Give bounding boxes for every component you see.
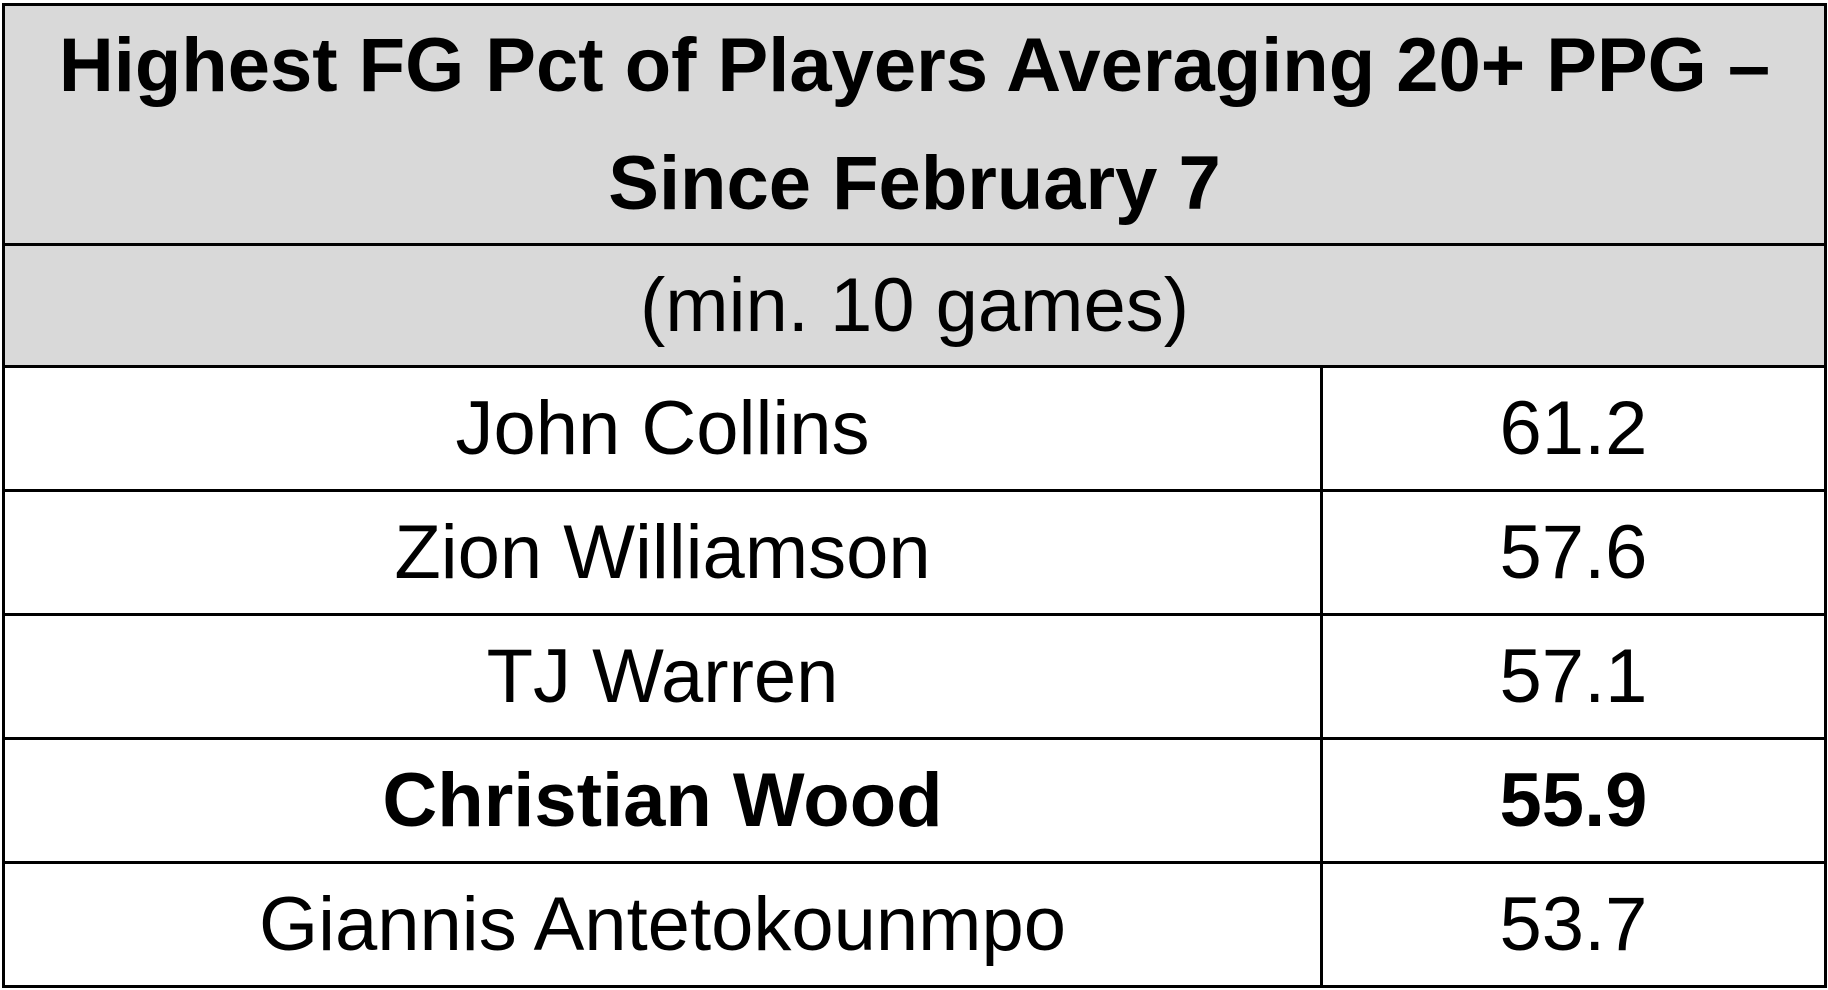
table-row: Christian Wood 55.9 bbox=[2, 737, 1827, 864]
fg-pct-cell: 53.7 bbox=[1320, 861, 1827, 988]
table-row: Zion Williamson 57.6 bbox=[2, 489, 1827, 616]
fg-pct-table: Highest FG Pct of Players Averaging 20+ … bbox=[2, 3, 1827, 988]
fg-pct-cell: 57.6 bbox=[1320, 489, 1827, 616]
fg-pct-cell: 61.2 bbox=[1320, 365, 1827, 492]
table-row: John Collins 61.2 bbox=[2, 365, 1827, 492]
table-row: Giannis Antetokounmpo 53.7 bbox=[2, 861, 1827, 988]
table-subtitle: (min. 10 games) bbox=[2, 243, 1827, 368]
player-name-cell: Christian Wood bbox=[2, 737, 1323, 864]
subtitle-row: (min. 10 games) bbox=[2, 243, 1827, 368]
table-row: TJ Warren 57.1 bbox=[2, 613, 1827, 740]
player-name-cell: John Collins bbox=[2, 365, 1323, 492]
title-row: Highest FG Pct of Players Averaging 20+ … bbox=[2, 3, 1827, 246]
table-title: Highest FG Pct of Players Averaging 20+ … bbox=[2, 3, 1827, 246]
fg-pct-cell: 55.9 bbox=[1320, 737, 1827, 864]
player-name-cell: Giannis Antetokounmpo bbox=[2, 861, 1323, 988]
player-name-cell: Zion Williamson bbox=[2, 489, 1323, 616]
fg-pct-cell: 57.1 bbox=[1320, 613, 1827, 740]
player-name-cell: TJ Warren bbox=[2, 613, 1323, 740]
